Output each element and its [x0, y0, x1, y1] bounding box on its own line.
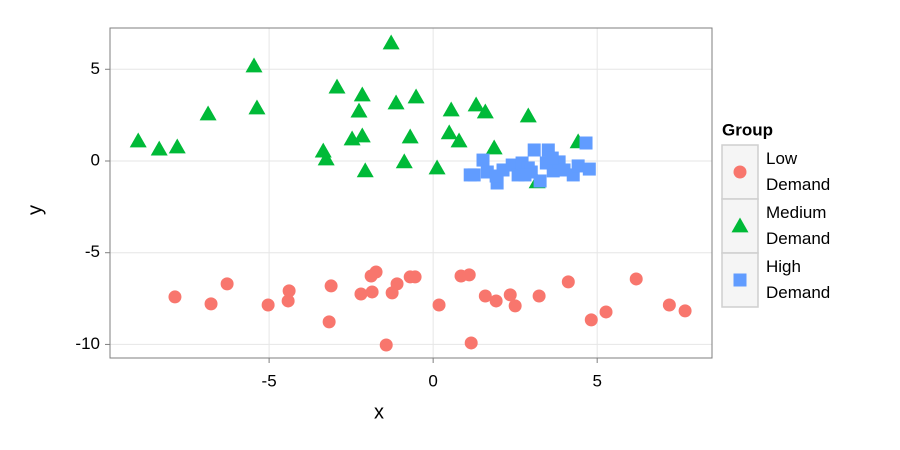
legend-label: Medium Demand — [766, 203, 831, 248]
point — [220, 277, 234, 291]
point — [282, 284, 296, 298]
point — [365, 285, 379, 299]
point — [532, 289, 546, 303]
point — [489, 294, 503, 308]
point — [579, 136, 593, 150]
point — [324, 279, 338, 293]
point — [407, 88, 425, 104]
legend-label-box: Medium Demand — [766, 203, 831, 248]
point — [204, 297, 218, 311]
y-tick-label: -5 — [85, 242, 100, 261]
point — [519, 107, 537, 123]
legend-label-box: Low Demand — [766, 149, 831, 194]
point — [527, 143, 541, 157]
point — [533, 174, 547, 188]
point — [733, 165, 747, 179]
point — [261, 298, 275, 312]
point — [545, 151, 559, 165]
point — [432, 298, 446, 312]
point — [322, 315, 336, 329]
point — [678, 304, 692, 318]
point — [462, 268, 476, 282]
point — [168, 290, 182, 304]
point — [463, 168, 477, 182]
point — [662, 298, 676, 312]
point — [450, 132, 468, 148]
point — [733, 273, 747, 287]
point — [382, 34, 400, 50]
point — [245, 57, 263, 73]
x-tick-label: -5 — [262, 371, 277, 390]
y-tick-label: -10 — [75, 334, 100, 353]
marks — [129, 34, 692, 352]
point — [350, 102, 368, 118]
plot-panel — [110, 28, 712, 358]
plot-border — [109, 27, 713, 359]
y-tick-label: 5 — [91, 59, 100, 78]
point — [199, 105, 217, 121]
point — [369, 265, 383, 279]
point — [168, 138, 186, 154]
legend-label: Low Demand — [766, 149, 831, 194]
grid — [110, 28, 712, 358]
point — [485, 139, 503, 155]
x-tick-label: 0 — [428, 371, 437, 390]
point — [379, 338, 393, 352]
y-tick-label: 0 — [91, 150, 100, 169]
point — [353, 127, 371, 143]
point — [317, 150, 335, 166]
legend-label: High Demand — [766, 257, 831, 302]
x-tick-label: 5 — [592, 371, 601, 390]
point — [731, 217, 749, 233]
point — [401, 128, 419, 144]
legend: Low Demand Medium Demand High Demand — [721, 144, 831, 308]
point — [467, 96, 485, 112]
point — [508, 299, 522, 313]
legend-title: Group — [722, 120, 773, 139]
point — [571, 159, 585, 173]
point — [503, 288, 517, 302]
point — [328, 78, 346, 94]
point — [476, 103, 494, 119]
point — [385, 286, 399, 300]
point — [428, 159, 446, 175]
point — [408, 270, 422, 284]
point — [440, 124, 458, 140]
point — [248, 99, 266, 115]
point — [395, 153, 413, 169]
point — [599, 305, 613, 319]
point — [505, 158, 519, 172]
point — [442, 101, 460, 117]
point — [478, 289, 492, 303]
x-axis-title: x — [374, 401, 384, 423]
legend-label-box: High Demand — [766, 257, 831, 302]
point — [129, 132, 147, 148]
point — [281, 294, 295, 308]
y-axis-title: y — [24, 205, 46, 215]
point — [150, 140, 168, 156]
point — [464, 336, 478, 350]
point — [354, 287, 368, 301]
point — [582, 162, 596, 176]
point — [584, 313, 598, 327]
axes: -5 0 5 -10 -5 0 5 — [75, 59, 601, 391]
point — [476, 153, 490, 167]
point — [561, 275, 575, 289]
point — [518, 168, 532, 182]
point — [356, 162, 374, 178]
point — [387, 94, 405, 110]
point — [629, 272, 643, 286]
point — [353, 86, 371, 102]
